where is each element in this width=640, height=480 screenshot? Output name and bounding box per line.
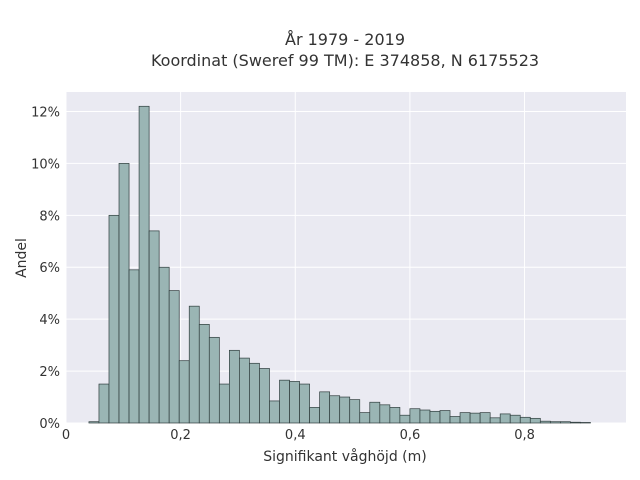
histogram-bar-17 bbox=[259, 368, 270, 424]
y-tick-label-2: 4% bbox=[39, 313, 60, 328]
histogram-bar-21 bbox=[299, 383, 310, 424]
histogram-bar-42 bbox=[509, 414, 521, 424]
histogram-bar-10 bbox=[188, 305, 200, 424]
x-tick-label-1: 0,2 bbox=[170, 428, 191, 443]
histogram-bar-41 bbox=[499, 413, 511, 424]
histogram-bar-48 bbox=[570, 421, 581, 424]
histogram-bar-47 bbox=[560, 421, 571, 424]
x-axis-label: Signifikant våghöjd (m) bbox=[263, 448, 426, 465]
x-tick-label-4: 0,8 bbox=[514, 428, 535, 443]
histogram-bar-18 bbox=[269, 400, 280, 424]
histogram-bar-45 bbox=[539, 420, 551, 424]
y-tick-label-5: 10% bbox=[31, 157, 60, 172]
y-tick-labels: 0% 2% 4% 6% 8% 10% 12% bbox=[31, 105, 60, 432]
histogram-bar-39 bbox=[479, 412, 491, 424]
histogram-bar-0 bbox=[88, 421, 100, 424]
histogram-bar-46 bbox=[549, 421, 561, 424]
histogram-bar-49 bbox=[580, 422, 591, 424]
histogram-bar-4 bbox=[128, 269, 140, 424]
histogram-bar-12 bbox=[208, 336, 220, 424]
histogram-bar-30 bbox=[389, 407, 401, 424]
histogram-bar-2 bbox=[108, 214, 120, 424]
histogram-bar-24 bbox=[329, 395, 341, 424]
histogram-bar-11 bbox=[198, 323, 210, 424]
histogram-bar-7 bbox=[158, 266, 170, 424]
histogram-bar-1 bbox=[98, 383, 110, 424]
x-tick-label-3: 0,6 bbox=[400, 428, 421, 443]
histogram-bar-36 bbox=[449, 416, 461, 424]
histogram-bar-34 bbox=[429, 410, 441, 424]
chart-title-line-1: År 1979 - 2019 bbox=[285, 30, 405, 49]
histogram-bar-22 bbox=[309, 407, 320, 424]
histogram-bar-20 bbox=[289, 381, 300, 424]
y-tick-label-0: 0% bbox=[39, 417, 60, 432]
histogram-bar-9 bbox=[178, 360, 190, 424]
bars bbox=[88, 105, 591, 424]
histogram-bar-6 bbox=[148, 230, 160, 424]
histogram-bar-5 bbox=[138, 105, 150, 424]
histogram-bar-27 bbox=[359, 412, 371, 424]
histogram-bar-28 bbox=[369, 401, 381, 424]
histogram-bar-8 bbox=[168, 290, 180, 424]
y-axis-label: Andel bbox=[14, 238, 30, 278]
histogram-bar-26 bbox=[349, 399, 361, 424]
histogram-bar-31 bbox=[399, 414, 411, 424]
histogram-bar-44 bbox=[529, 417, 541, 424]
histogram-bar-43 bbox=[519, 416, 531, 424]
histogram-bar-29 bbox=[379, 404, 391, 424]
x-tick-label-2: 0,4 bbox=[285, 428, 306, 443]
x-tick-label-0: 0 bbox=[62, 428, 70, 443]
x-tick-labels: 0 0,2 0,4 0,6 0,8 bbox=[62, 428, 535, 443]
chart-title-line-2: Koordinat (Sweref 99 TM): E 374858, N 61… bbox=[151, 51, 539, 70]
histogram-bar-23 bbox=[319, 391, 331, 424]
histogram-bar-13 bbox=[218, 383, 230, 424]
histogram-bar-37 bbox=[459, 412, 471, 424]
histogram-bar-19 bbox=[279, 379, 290, 424]
histogram-bar-40 bbox=[489, 417, 501, 424]
y-tick-label-4: 8% bbox=[39, 209, 60, 224]
histogram-bar-32 bbox=[409, 408, 421, 424]
histogram-bar-25 bbox=[339, 396, 351, 424]
y-tick-label-6: 12% bbox=[31, 105, 60, 120]
histogram-bar-16 bbox=[249, 362, 260, 424]
histogram-bar-15 bbox=[239, 357, 250, 424]
y-tick-label-1: 2% bbox=[39, 365, 60, 380]
histogram-bar-35 bbox=[439, 410, 451, 424]
y-tick-label-3: 6% bbox=[39, 261, 60, 276]
histogram-bar-33 bbox=[419, 409, 431, 424]
histogram-bar-14 bbox=[229, 349, 240, 424]
histogram-bar-3 bbox=[118, 163, 130, 424]
histogram-bar-38 bbox=[469, 412, 481, 424]
